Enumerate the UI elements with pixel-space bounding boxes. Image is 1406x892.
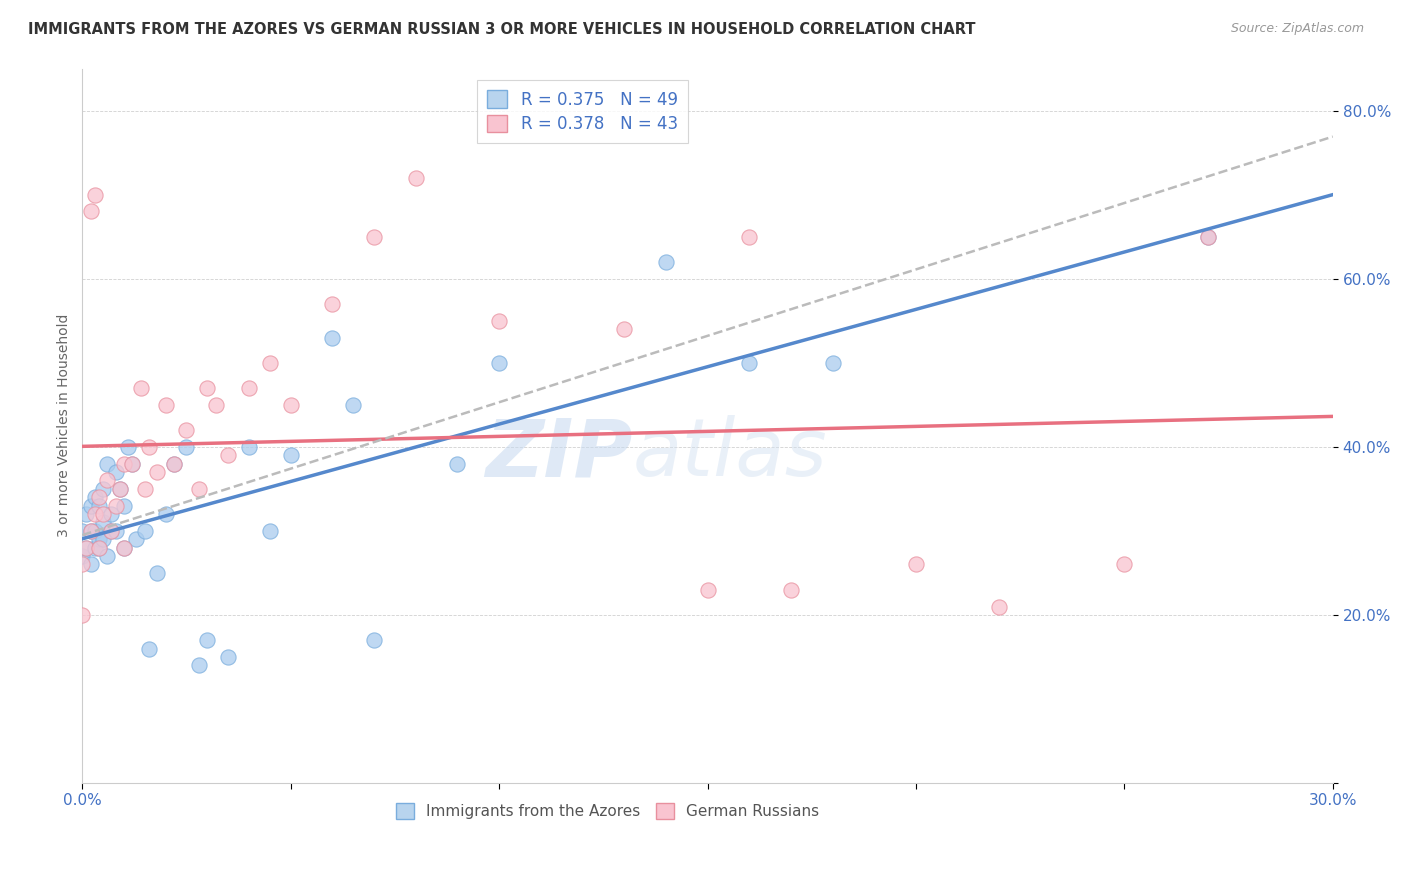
Point <box>146 465 169 479</box>
Point <box>112 457 135 471</box>
Point <box>96 457 118 471</box>
Point <box>188 482 211 496</box>
Point <box>83 524 105 538</box>
Point <box>72 549 94 563</box>
Point <box>104 524 127 538</box>
Point <box>138 641 160 656</box>
Text: IMMIGRANTS FROM THE AZORES VS GERMAN RUSSIAN 3 OR MORE VEHICLES IN HOUSEHOLD COR: IMMIGRANTS FROM THE AZORES VS GERMAN RUS… <box>28 22 976 37</box>
Point <box>138 440 160 454</box>
Point <box>121 457 143 471</box>
Point <box>83 187 105 202</box>
Point <box>217 649 239 664</box>
Point <box>163 457 186 471</box>
Point <box>363 229 385 244</box>
Point <box>155 398 177 412</box>
Point <box>134 524 156 538</box>
Point <box>188 658 211 673</box>
Text: ZIP: ZIP <box>485 416 633 493</box>
Point <box>238 381 260 395</box>
Point <box>488 314 510 328</box>
Point <box>821 356 844 370</box>
Point <box>738 356 761 370</box>
Point <box>79 558 101 572</box>
Point <box>104 499 127 513</box>
Y-axis label: 3 or more Vehicles in Household: 3 or more Vehicles in Household <box>58 314 72 538</box>
Point <box>655 255 678 269</box>
Point <box>83 541 105 555</box>
Point <box>321 330 343 344</box>
Point <box>321 297 343 311</box>
Point <box>72 524 94 538</box>
Point <box>280 398 302 412</box>
Point <box>238 440 260 454</box>
Point <box>87 490 110 504</box>
Point <box>79 204 101 219</box>
Point <box>488 356 510 370</box>
Point <box>259 356 281 370</box>
Point <box>96 549 118 563</box>
Point <box>87 541 110 555</box>
Point <box>108 482 131 496</box>
Point <box>87 499 110 513</box>
Point <box>280 448 302 462</box>
Point <box>75 541 97 555</box>
Point <box>83 490 105 504</box>
Point <box>83 507 105 521</box>
Point <box>75 507 97 521</box>
Point <box>91 482 114 496</box>
Point <box>79 524 101 538</box>
Point <box>96 474 118 488</box>
Point <box>738 229 761 244</box>
Point <box>104 465 127 479</box>
Point <box>108 482 131 496</box>
Point <box>195 633 218 648</box>
Point <box>904 558 927 572</box>
Point <box>100 524 122 538</box>
Point <box>100 524 122 538</box>
Point <box>112 499 135 513</box>
Point <box>204 398 226 412</box>
Point <box>72 558 94 572</box>
Point <box>363 633 385 648</box>
Point <box>696 582 718 597</box>
Text: atlas: atlas <box>633 416 827 493</box>
Point <box>1114 558 1136 572</box>
Point <box>146 566 169 580</box>
Point <box>72 607 94 622</box>
Point <box>91 516 114 530</box>
Point <box>79 499 101 513</box>
Point <box>1197 229 1219 244</box>
Point <box>87 533 110 547</box>
Point <box>155 507 177 521</box>
Point <box>1197 229 1219 244</box>
Point <box>163 457 186 471</box>
Point <box>195 381 218 395</box>
Point <box>91 507 114 521</box>
Point <box>446 457 468 471</box>
Point <box>134 482 156 496</box>
Point <box>112 541 135 555</box>
Point <box>112 541 135 555</box>
Point <box>125 533 148 547</box>
Point <box>613 322 636 336</box>
Legend: Immigrants from the Azores, German Russians: Immigrants from the Azores, German Russi… <box>389 797 825 825</box>
Point <box>405 170 427 185</box>
Point <box>87 541 110 555</box>
Point <box>988 599 1011 614</box>
Point <box>780 582 803 597</box>
Point <box>91 533 114 547</box>
Text: Source: ZipAtlas.com: Source: ZipAtlas.com <box>1230 22 1364 36</box>
Point <box>342 398 364 412</box>
Point <box>117 440 139 454</box>
Point <box>176 440 198 454</box>
Point <box>121 457 143 471</box>
Point <box>176 423 198 437</box>
Point <box>100 507 122 521</box>
Point <box>259 524 281 538</box>
Point <box>129 381 152 395</box>
Point <box>75 541 97 555</box>
Point <box>79 524 101 538</box>
Point <box>217 448 239 462</box>
